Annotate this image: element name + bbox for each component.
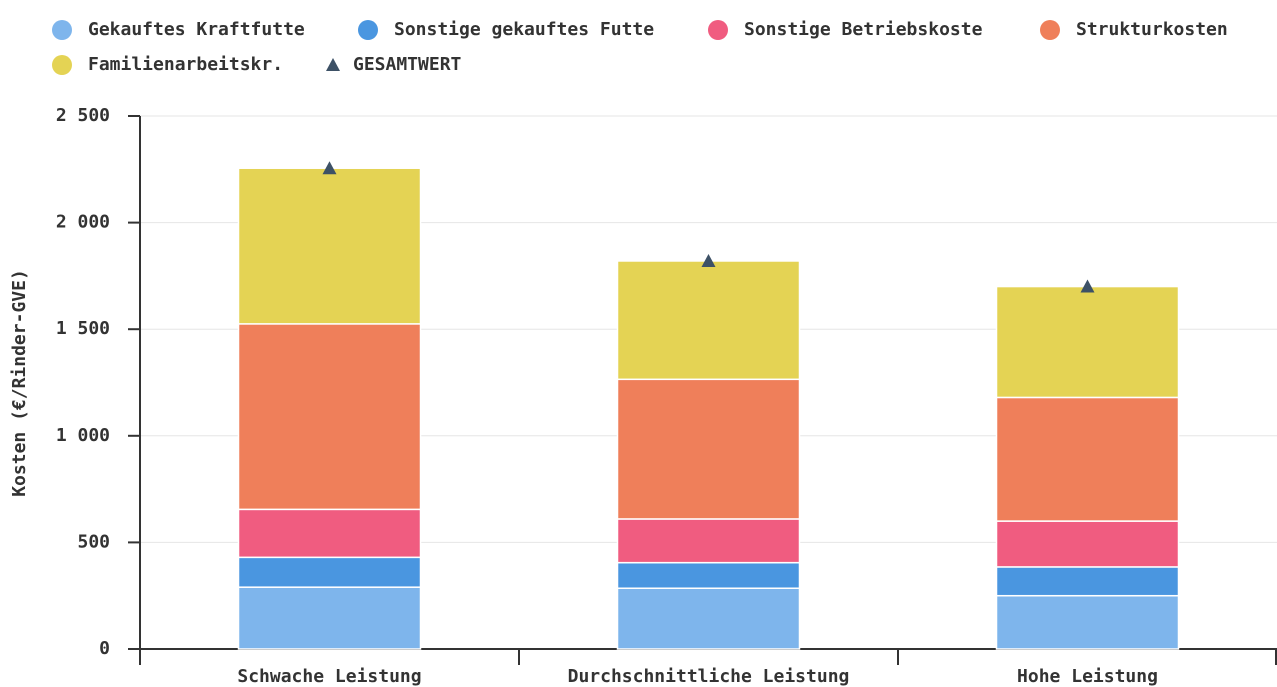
legend-label: Sonstige Betriebskoste: [744, 19, 983, 40]
y-tick-label: 1 000: [56, 425, 110, 446]
bar-segment: [995, 566, 1180, 597]
y-tick-label: 2 000: [56, 212, 110, 233]
legend-marker: [358, 20, 378, 40]
bar-segment: [616, 518, 801, 564]
y-tick-label: 0: [99, 638, 110, 659]
bar-segment: [237, 508, 422, 559]
x-tick-label: Schwache Leistung: [237, 666, 421, 687]
bar-segment: [616, 587, 801, 650]
bar-segment: [237, 323, 422, 511]
legend-label: GESAMTWERT: [353, 54, 462, 75]
bar-segment: [237, 167, 422, 325]
bar-segment: [995, 520, 1180, 568]
total-marker: [701, 253, 716, 267]
legend-marker: [326, 58, 340, 71]
bar-segment: [616, 260, 801, 381]
y-axis-label: Kosten (€/Rinder-GVE): [9, 269, 30, 497]
legend-marker: [52, 55, 72, 75]
x-tick-label: Hohe Leistung: [1017, 666, 1158, 687]
legend-marker: [52, 20, 72, 40]
bar-segment: [616, 378, 801, 520]
bar-segment: [995, 285, 1180, 399]
bar-segment: [237, 556, 422, 588]
legend-marker: [708, 20, 728, 40]
legend-marker: [1040, 20, 1060, 40]
legend-label: Gekauftes Kraftfutte: [88, 19, 305, 40]
legend-label: Familienarbeitskr.: [88, 54, 283, 75]
y-tick-label: 1 500: [56, 318, 110, 339]
legend-label: Strukturkosten: [1076, 19, 1228, 40]
x-tick-label: Durchschnittliche Leistung: [568, 666, 850, 687]
bar-segment: [995, 396, 1180, 522]
bar-segment: [616, 561, 801, 589]
total-marker: [1080, 279, 1095, 293]
bar-segment: [995, 594, 1180, 650]
bar-segment: [237, 586, 422, 650]
legend-label: Sonstige gekauftes Futte: [394, 19, 654, 40]
y-tick-label: 500: [77, 531, 110, 552]
y-tick-label: 2 500: [56, 105, 110, 126]
total-marker: [322, 161, 337, 175]
